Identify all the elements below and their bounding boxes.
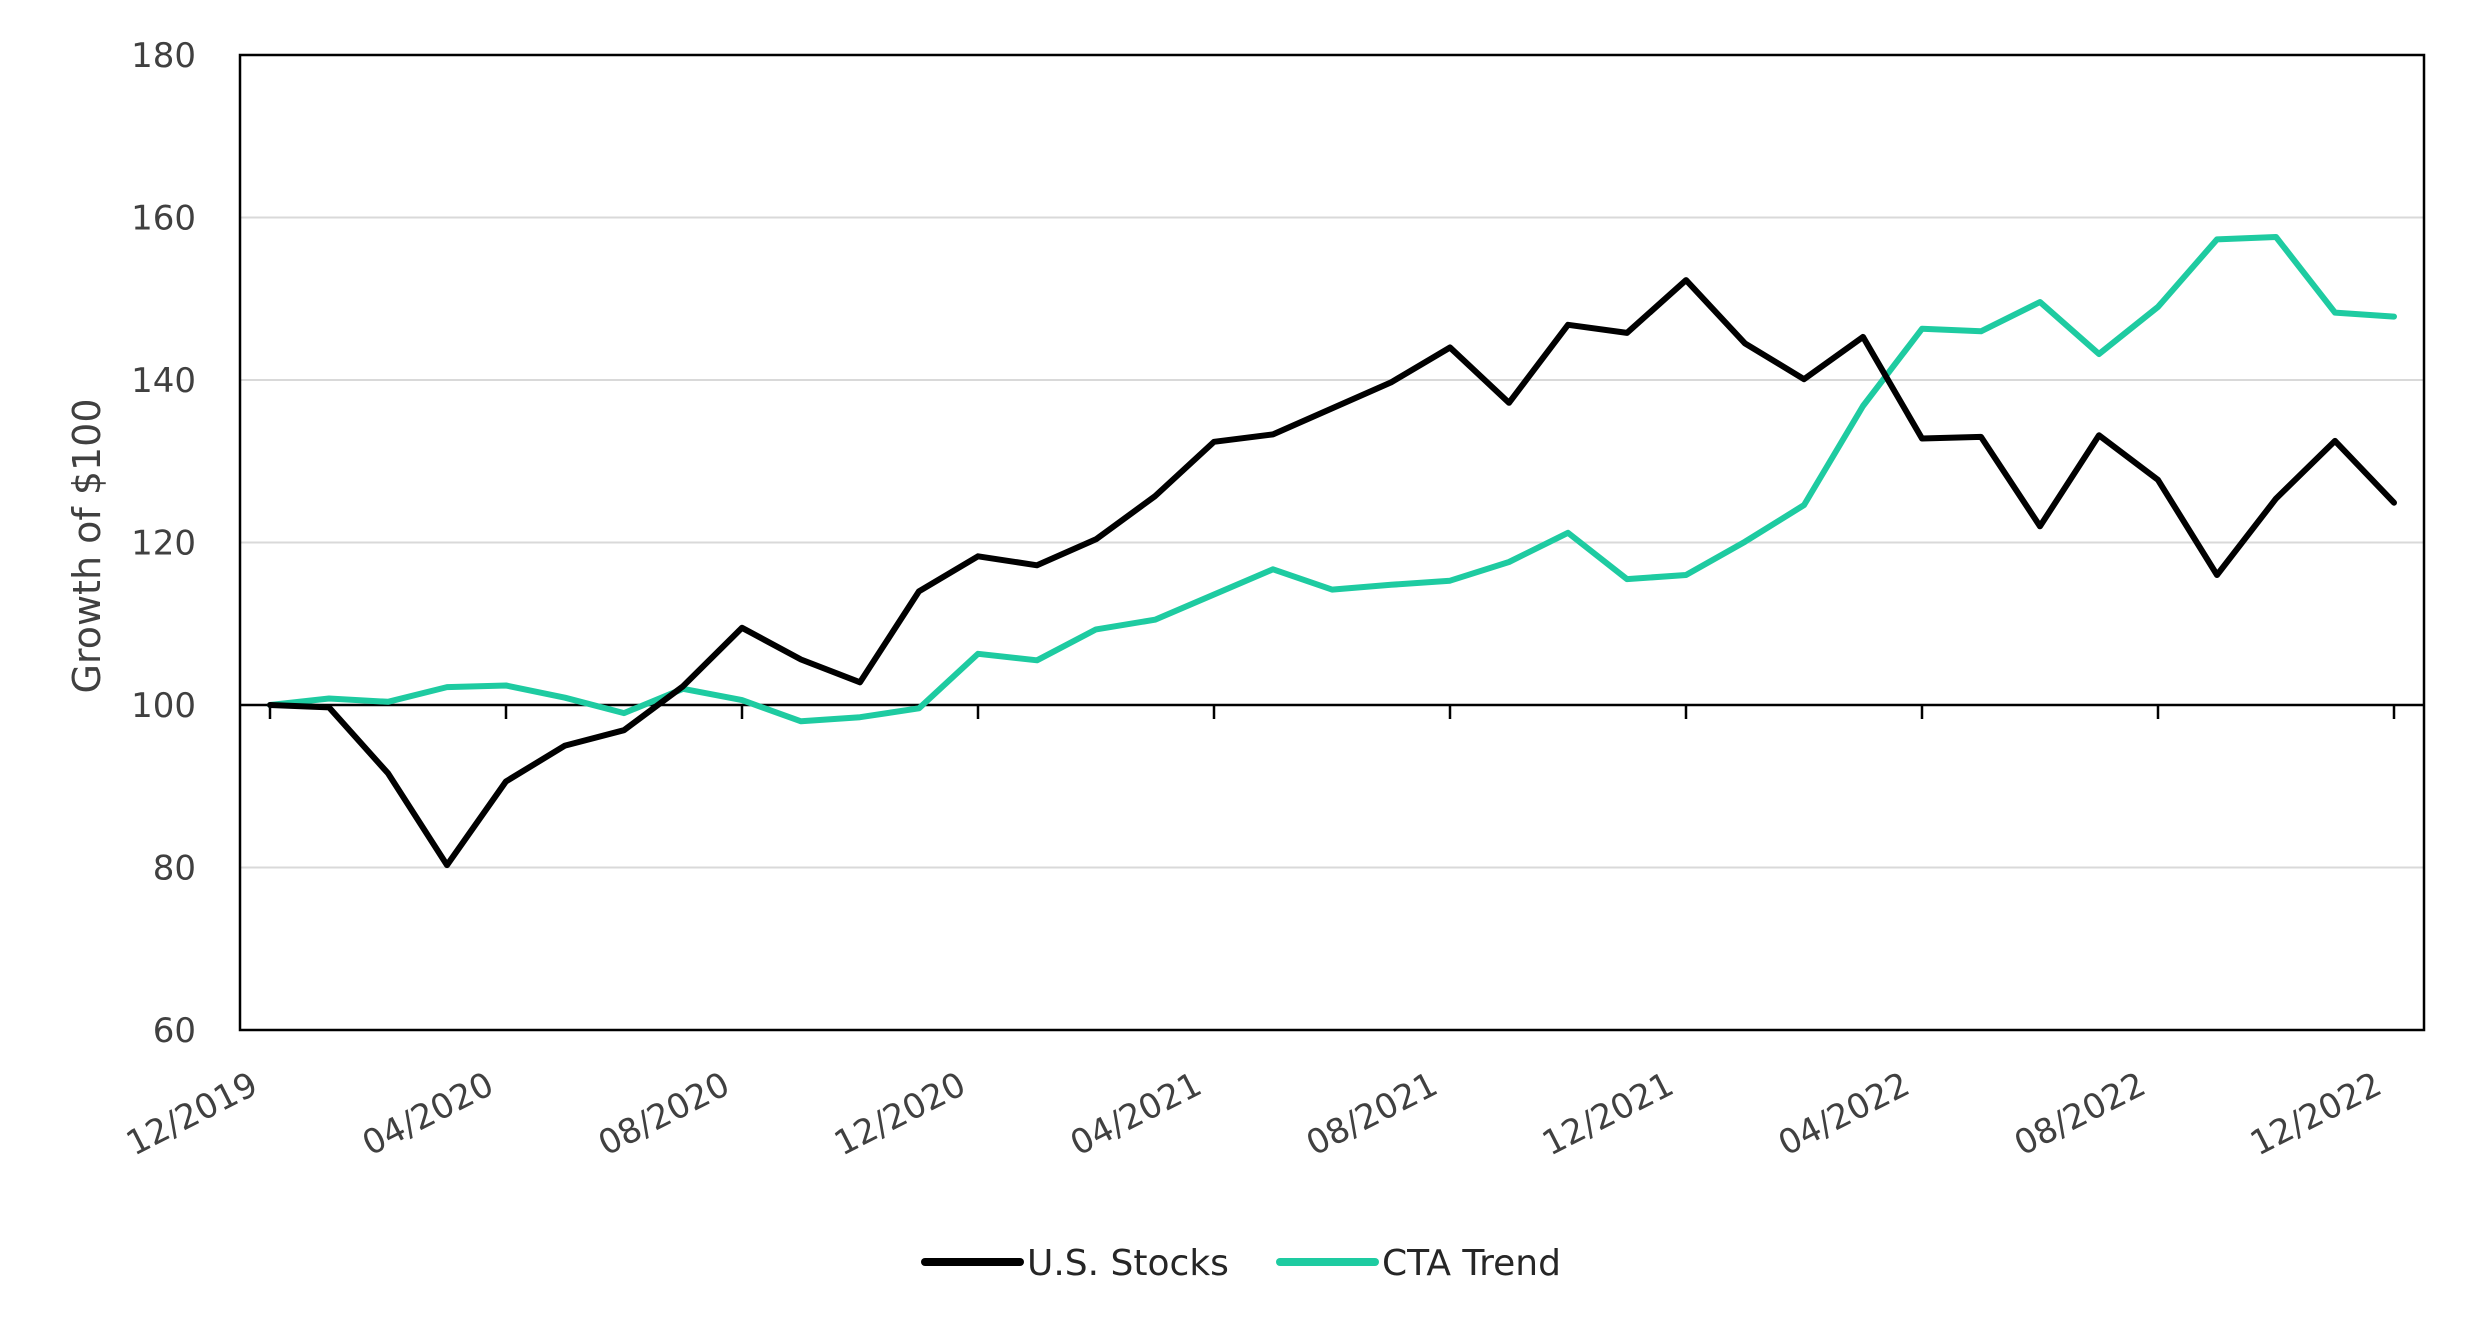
x-tick-label: 08/2022 xyxy=(2008,1064,2152,1164)
x-tick-label: 04/2021 xyxy=(1064,1064,1208,1164)
x-tick-label: 12/2019 xyxy=(120,1064,264,1164)
legend: U.S. Stocks CTA Trend xyxy=(921,1243,1561,1284)
x-tick-label: 12/2021 xyxy=(1536,1064,1680,1164)
gridlines xyxy=(240,216,2424,869)
y-axis-title: Growth of $100 xyxy=(65,398,109,693)
y-tick-label: 120 xyxy=(131,524,196,564)
series-line-u-s-stocks xyxy=(267,277,2397,869)
y-tick-label: 60 xyxy=(153,1011,196,1051)
x-axis-ticks: 12/2019 04/2020 08/2020 12/2020 04/2021 08/20… xyxy=(120,1064,2388,1164)
series-line-cta-trend xyxy=(267,234,2397,725)
x-tick-label: 04/2022 xyxy=(1772,1064,1916,1164)
x-tick-label: 04/2020 xyxy=(356,1064,500,1164)
legend-label-u-s-stocks: U.S. Stocks xyxy=(1027,1243,1229,1284)
series-lines xyxy=(267,234,2397,869)
legend-label-cta-trend: CTA Trend xyxy=(1382,1243,1561,1284)
y-tick-label: 100 xyxy=(131,686,196,726)
y-tick-label: 80 xyxy=(153,849,196,889)
x-tick-label: 08/2021 xyxy=(1300,1064,1444,1164)
y-tick-label: 160 xyxy=(131,199,196,239)
plot-border xyxy=(238,53,2426,1032)
x-tick-label: 08/2020 xyxy=(592,1064,736,1164)
x-tick-label: 12/2020 xyxy=(828,1064,972,1164)
y-tick-label: 140 xyxy=(131,361,196,401)
y-axis-ticks: 60 80 100 120 140 160 180 xyxy=(131,36,196,1051)
plot-frame xyxy=(238,53,2426,1032)
y-tick-label: 180 xyxy=(131,36,196,76)
baseline xyxy=(240,703,2424,719)
x-tick-label: 12/2022 xyxy=(2244,1064,2388,1164)
